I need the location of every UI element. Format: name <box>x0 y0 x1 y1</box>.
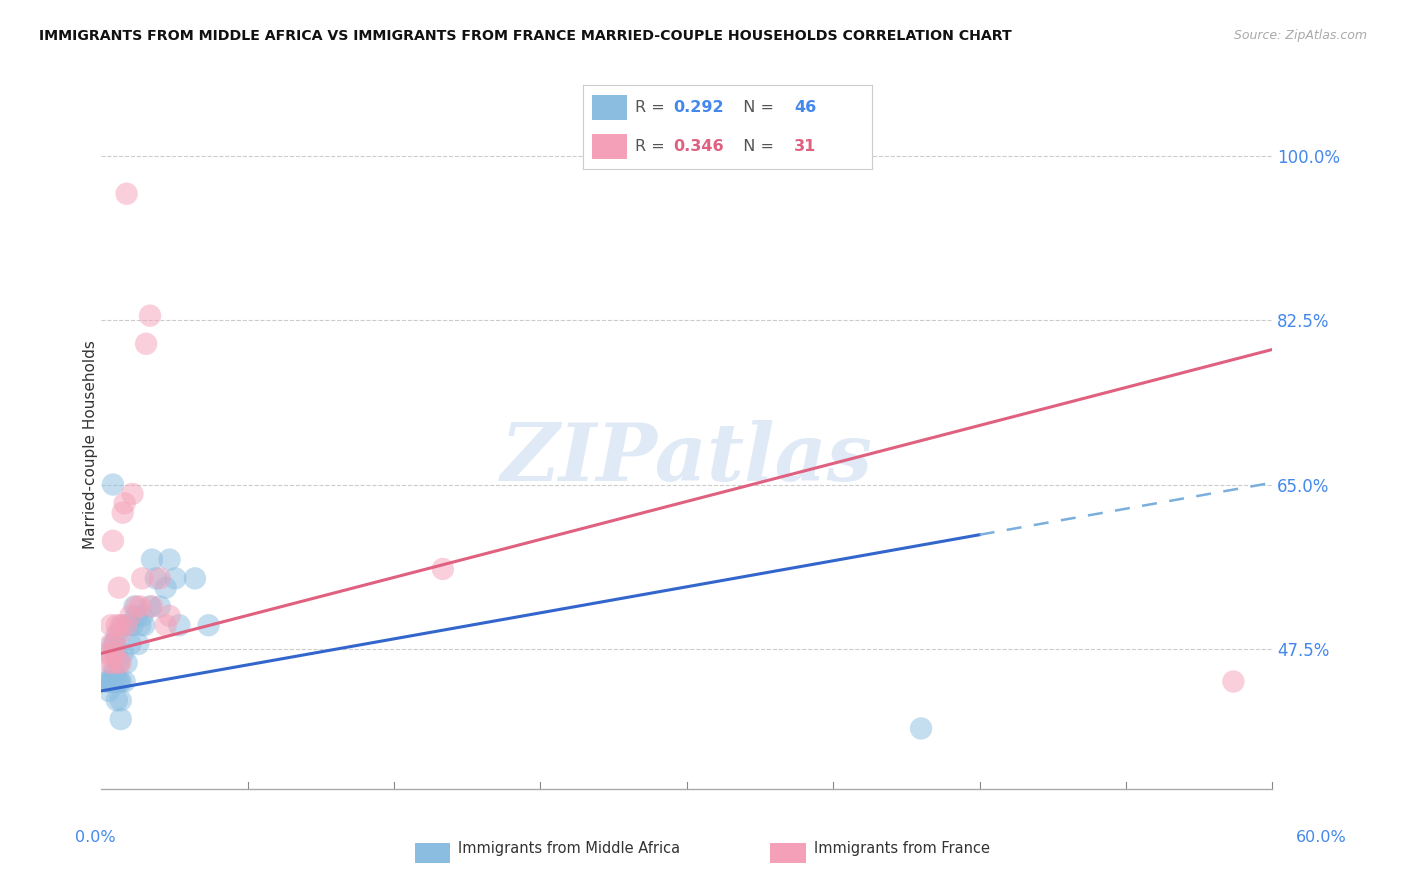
Point <box>120 637 142 651</box>
Point <box>155 618 177 632</box>
Point <box>134 618 156 632</box>
Point <box>101 674 124 689</box>
Text: R =: R = <box>636 100 671 115</box>
Point <box>98 674 121 689</box>
Text: N =: N = <box>734 139 779 154</box>
Point <box>121 618 143 632</box>
Point <box>111 647 134 661</box>
Point <box>104 637 127 651</box>
Point <box>125 608 148 623</box>
Point <box>100 674 122 689</box>
Point <box>110 712 132 726</box>
Point <box>127 637 149 651</box>
Point <box>155 581 177 595</box>
Point <box>101 656 124 670</box>
Text: 31: 31 <box>794 139 815 154</box>
Point <box>105 627 128 641</box>
Point <box>165 571 187 585</box>
Point <box>159 608 181 623</box>
Text: 0.0%: 0.0% <box>76 830 115 845</box>
Text: IMMIGRANTS FROM MIDDLE AFRICA VS IMMIGRANTS FROM FRANCE MARRIED-COUPLE HOUSEHOLD: IMMIGRANTS FROM MIDDLE AFRICA VS IMMIGRA… <box>39 29 1012 43</box>
Point <box>141 599 163 614</box>
Point <box>96 674 118 689</box>
Point <box>110 693 132 707</box>
Bar <box>592 95 627 120</box>
Point <box>114 496 136 510</box>
Point <box>131 571 153 585</box>
Point <box>98 684 121 698</box>
Text: R =: R = <box>636 139 671 154</box>
Text: 60.0%: 60.0% <box>1296 830 1347 845</box>
Point <box>100 618 122 632</box>
Text: Immigrants from Middle Africa: Immigrants from Middle Africa <box>458 841 681 855</box>
Point <box>104 665 127 680</box>
Text: Immigrants from France: Immigrants from France <box>814 841 990 855</box>
Point <box>104 674 127 689</box>
Point <box>125 599 148 614</box>
Point <box>96 647 118 661</box>
Point <box>110 618 132 632</box>
Point <box>107 656 129 670</box>
Point <box>100 637 122 651</box>
Point <box>120 608 142 623</box>
Point <box>110 656 132 670</box>
Point <box>149 571 172 585</box>
Point <box>107 627 129 641</box>
Point <box>139 309 162 323</box>
Point <box>105 693 128 707</box>
Point <box>145 571 167 585</box>
Point <box>135 336 157 351</box>
Point <box>129 599 152 614</box>
Point <box>104 637 127 651</box>
Point <box>110 674 132 689</box>
Text: Source: ZipAtlas.com: Source: ZipAtlas.com <box>1233 29 1367 42</box>
Point <box>105 647 128 661</box>
Point <box>101 665 124 680</box>
Point <box>197 618 219 632</box>
Point <box>129 618 152 632</box>
Point <box>101 477 124 491</box>
Point <box>159 552 181 566</box>
Point <box>910 722 932 736</box>
Point <box>184 571 207 585</box>
Point <box>114 674 136 689</box>
Point <box>149 599 172 614</box>
Point <box>100 647 122 661</box>
Point <box>141 552 163 566</box>
Point <box>1222 674 1244 689</box>
Point <box>104 647 127 661</box>
Point <box>432 562 454 576</box>
Point <box>111 618 134 632</box>
Point <box>98 656 121 670</box>
Point <box>169 618 191 632</box>
Point <box>107 656 129 670</box>
Point <box>124 599 146 614</box>
Point <box>105 618 128 632</box>
Point <box>101 637 124 651</box>
Text: 46: 46 <box>794 100 815 115</box>
Point <box>115 186 138 201</box>
Point <box>117 618 139 632</box>
Point <box>101 533 124 548</box>
Text: N =: N = <box>734 100 779 115</box>
Point <box>115 618 138 632</box>
Text: ZIPatlas: ZIPatlas <box>501 420 873 497</box>
Point <box>115 656 138 670</box>
Text: 0.292: 0.292 <box>673 100 724 115</box>
Point <box>121 487 143 501</box>
Point <box>139 599 162 614</box>
Point <box>107 674 129 689</box>
Y-axis label: Married-couple Households: Married-couple Households <box>83 340 97 549</box>
Text: 0.346: 0.346 <box>673 139 724 154</box>
Point <box>100 674 122 689</box>
Bar <box>592 134 627 160</box>
Point <box>107 674 129 689</box>
Point <box>131 608 153 623</box>
Point <box>107 581 129 595</box>
Point <box>111 506 134 520</box>
